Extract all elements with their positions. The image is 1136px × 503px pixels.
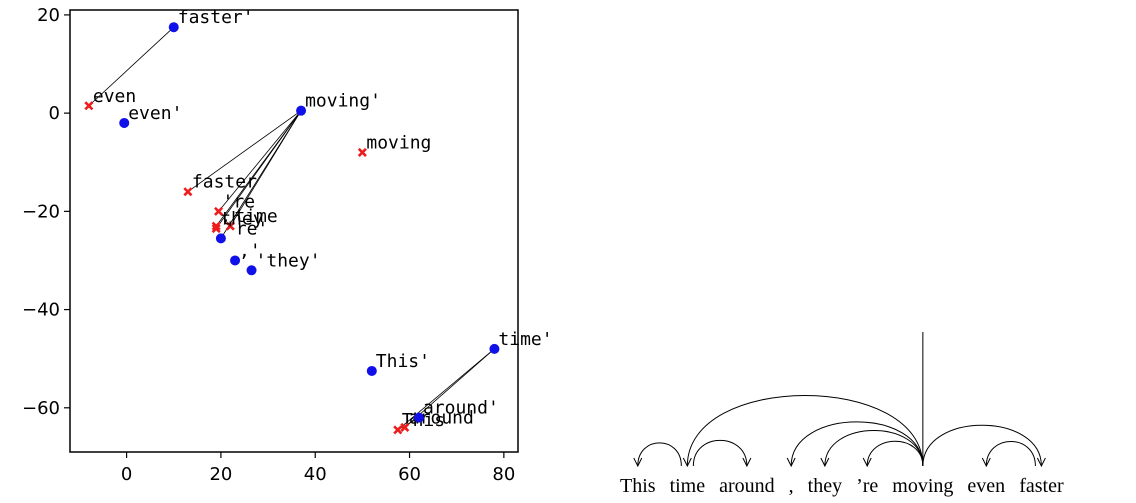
point-label: This bbox=[402, 410, 445, 431]
point-label: moving bbox=[366, 132, 431, 153]
dot-marker bbox=[230, 255, 241, 266]
x-marker bbox=[225, 221, 235, 231]
point-label: time' bbox=[498, 329, 552, 350]
point-label: even bbox=[93, 86, 136, 107]
y-tick-label: −40 bbox=[22, 300, 60, 321]
tree-word: time bbox=[670, 475, 706, 497]
link-line bbox=[187, 110, 302, 193]
link-line bbox=[220, 110, 302, 239]
point-label: faster bbox=[192, 172, 257, 193]
dependency-arc bbox=[866, 440, 924, 467]
point-label: even' bbox=[128, 103, 182, 124]
arc-arrowhead bbox=[862, 457, 872, 468]
point-label: , bbox=[220, 206, 231, 227]
point-label: ,' bbox=[239, 240, 261, 261]
x-marker bbox=[214, 206, 224, 216]
dependency-arc bbox=[637, 442, 682, 467]
x-marker bbox=[183, 187, 193, 197]
dependency-arc bbox=[985, 441, 1036, 467]
tree-word: moving bbox=[892, 475, 953, 497]
tree-word: ’re bbox=[856, 475, 878, 497]
dot-marker bbox=[168, 22, 179, 33]
point-label: faster' bbox=[178, 7, 254, 28]
dependency-arc bbox=[922, 424, 1042, 467]
tree-word: This bbox=[620, 475, 656, 497]
tree-word: they bbox=[808, 475, 842, 497]
x-tick-label: 20 bbox=[209, 464, 232, 485]
x-marker bbox=[211, 221, 221, 231]
point-label: time bbox=[234, 206, 277, 227]
dot-marker bbox=[119, 117, 130, 128]
y-tick-label: −20 bbox=[22, 201, 60, 222]
point-label: 're bbox=[223, 191, 256, 212]
tree-word: , bbox=[789, 475, 794, 497]
point-label: they bbox=[220, 209, 264, 230]
arc-arrowhead bbox=[742, 457, 752, 468]
link-line bbox=[218, 110, 302, 212]
link-line bbox=[88, 26, 175, 107]
arc-arrowhead bbox=[682, 457, 692, 468]
tree-word: faster bbox=[1019, 475, 1064, 497]
arc-arrowhead bbox=[786, 457, 796, 468]
tree-word: around bbox=[719, 475, 775, 497]
dependency-arc bbox=[686, 395, 924, 467]
x-tick-label: 40 bbox=[304, 464, 327, 485]
link-line bbox=[215, 110, 302, 227]
x-tick-label: 60 bbox=[398, 464, 421, 485]
point-label: 're' bbox=[225, 218, 268, 239]
x-marker bbox=[357, 147, 367, 157]
y-tick-label: 20 bbox=[37, 5, 60, 26]
x-marker bbox=[84, 101, 94, 111]
x-marker bbox=[211, 224, 221, 234]
plot-frame bbox=[69, 9, 519, 453]
dot-marker bbox=[215, 233, 226, 244]
arc-arrowhead bbox=[633, 457, 643, 468]
arc-arrowhead bbox=[981, 457, 991, 468]
x-tick-label: 0 bbox=[121, 464, 132, 485]
point-label: This' bbox=[376, 351, 430, 372]
point-label: 'they' bbox=[256, 250, 321, 271]
dot-marker bbox=[489, 343, 500, 354]
point-label: moving' bbox=[305, 91, 381, 112]
tree-word: even bbox=[967, 475, 1005, 497]
link-line bbox=[397, 348, 495, 431]
point-label: around bbox=[409, 407, 474, 428]
dependency-tree: This time around, they ’re moving even faster bbox=[620, 332, 1064, 497]
x-marker bbox=[400, 422, 410, 432]
dot-marker bbox=[246, 265, 257, 276]
dot-marker bbox=[413, 412, 424, 423]
point-label: around' bbox=[423, 398, 499, 419]
arc-arrowhead bbox=[1036, 457, 1046, 468]
arc-arrowhead bbox=[820, 457, 830, 468]
dot-marker bbox=[296, 105, 307, 116]
dot-marker bbox=[366, 365, 377, 376]
x-tick-label: 80 bbox=[492, 464, 515, 485]
embedding-scatter-plot: This time around they're moving even faster, Th… bbox=[22, 5, 553, 485]
y-tick-label: 0 bbox=[49, 103, 60, 124]
dependency-arc bbox=[790, 421, 924, 467]
y-tick-label: −60 bbox=[22, 398, 60, 419]
dependency-arc bbox=[824, 430, 924, 467]
x-marker bbox=[393, 425, 403, 435]
dependency-arc bbox=[692, 439, 748, 467]
